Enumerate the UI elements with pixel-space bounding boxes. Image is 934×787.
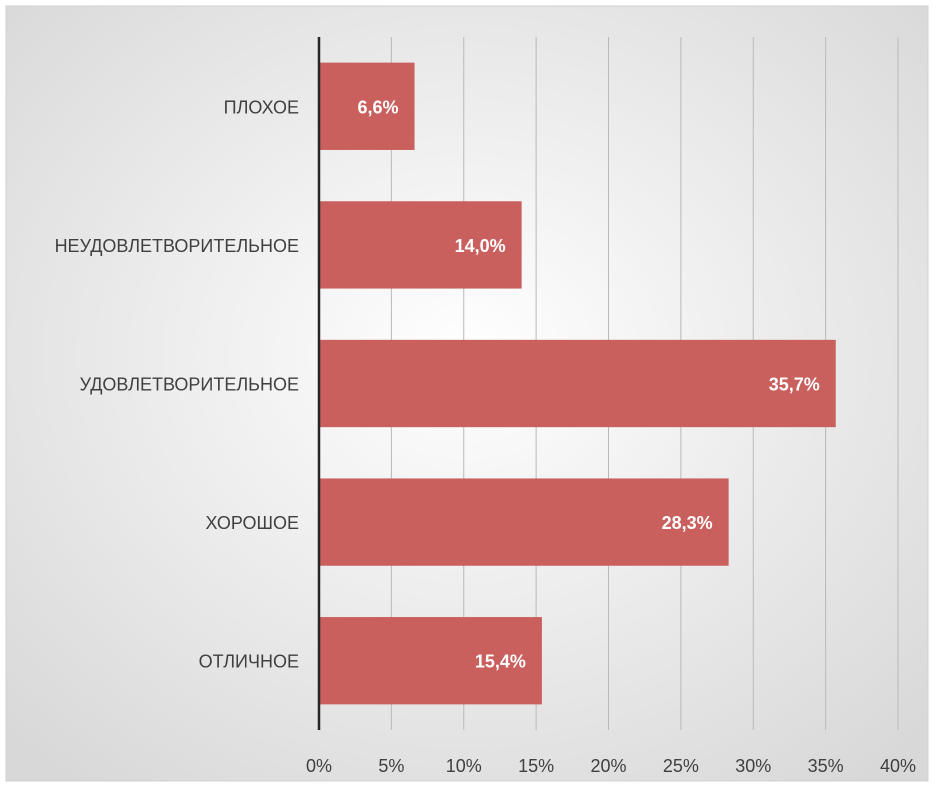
category-label: ПЛОХОЕ [224,97,299,117]
x-tick-label: 0% [306,756,332,776]
x-tick-label: 15% [518,756,554,776]
x-tick-labels: 0% 5% 10% 15% 20% 25% 30% 35% 40% [306,756,916,776]
data-label: 35,7% [769,375,820,395]
category-label: НЕУДОВЛЕТВОРИТЕЛЬНОЕ [55,236,299,256]
category-label: ХОРОШОЕ [205,513,299,533]
bar [319,340,836,427]
x-tick-label: 35% [808,756,844,776]
x-tick-label: 25% [663,756,699,776]
x-tick-label: 10% [446,756,482,776]
data-label: 15,4% [475,652,526,672]
category-label: УДОВЛЕТВОРИТЕЛЬНОЕ [80,375,299,395]
data-label: 14,0% [455,236,506,256]
x-tick-label: 40% [880,756,916,776]
category-label: ОТЛИЧНОЕ [199,652,299,672]
x-tick-label: 30% [735,756,771,776]
x-tick-label: 5% [378,756,404,776]
data-label: 6,6% [358,97,399,117]
x-tick-label: 20% [590,756,626,776]
data-label: 28,3% [662,513,713,533]
